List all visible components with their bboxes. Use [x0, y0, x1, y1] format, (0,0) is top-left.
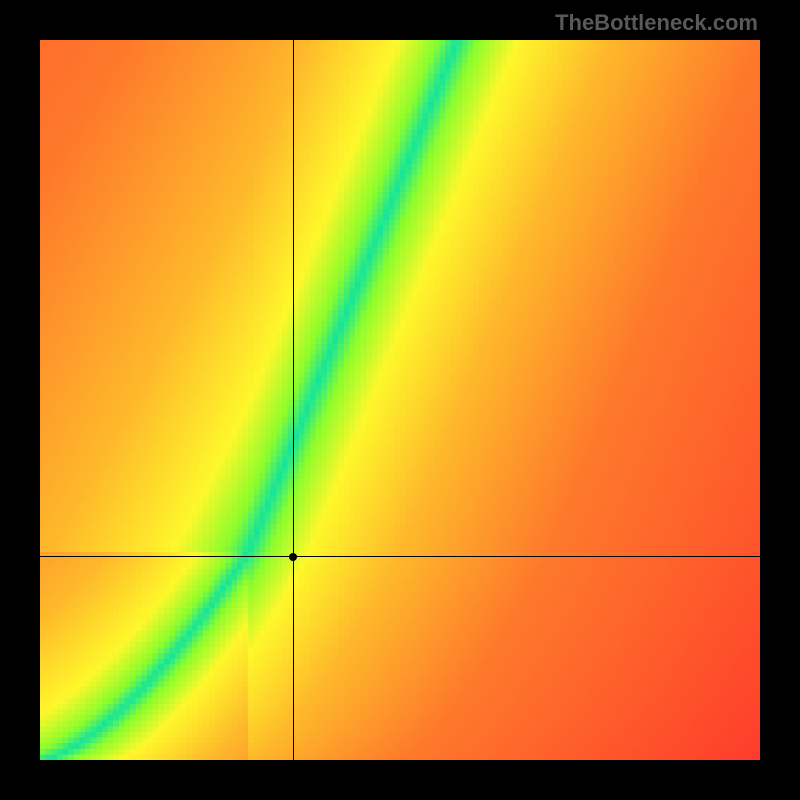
attribution-text: TheBottleneck.com: [555, 10, 758, 36]
heatmap-canvas: [40, 40, 760, 760]
chart-frame: TheBottleneck.com: [0, 0, 800, 800]
crosshair-vertical: [293, 40, 294, 760]
plot-area: [40, 40, 760, 760]
crosshair-horizontal: [40, 556, 760, 557]
